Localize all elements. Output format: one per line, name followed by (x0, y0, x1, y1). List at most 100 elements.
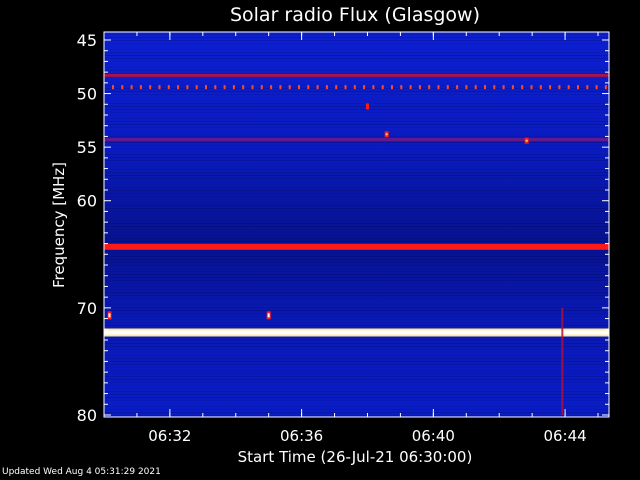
dotted-band-dot (549, 85, 552, 90)
heatmap-row-stripe (104, 394, 609, 395)
dotted-band-dot (577, 85, 579, 90)
heatmap-row-stripe (104, 379, 609, 380)
dotted-band-dot (158, 85, 161, 90)
heatmap-row-stripe (104, 298, 609, 299)
dotted-band-dot (595, 85, 598, 90)
dotted-band-dot (149, 85, 152, 90)
heatmap-row-stripe (104, 181, 609, 182)
heatmap-row-stripe (104, 118, 609, 119)
heatmap-row-stripe (104, 412, 609, 413)
heatmap-row-stripe (104, 100, 609, 101)
x-tick-label: 06:44 (543, 427, 586, 445)
dotted-band-dot (298, 85, 300, 90)
x-axis-label: Start Time (26-Jul-21 06:30:00) (238, 448, 473, 466)
y-axis: 45 50 55 60 70 80 (77, 31, 609, 425)
heatmap-row-stripe (104, 280, 609, 281)
dotted-band-dot (251, 85, 254, 90)
heatmap-row-stripe (104, 124, 609, 125)
heatmap-row-stripe (104, 58, 609, 59)
plot-area (103, 31, 610, 418)
heatmap-row-stripe (104, 142, 609, 143)
heatmap-row-stripe (104, 130, 609, 131)
dotted-band-dot (325, 85, 328, 90)
heatmap-row-stripe (104, 367, 609, 368)
updated-timestamp: Updated Wed Aug 4 05:31:29 2021 (2, 467, 161, 477)
heatmap-row-stripe (104, 151, 609, 152)
heatmap-row-stripe (104, 286, 609, 287)
heatmap-row-stripe (104, 292, 609, 293)
heatmap-row-stripe (104, 226, 609, 227)
heatmap-row-stripe (104, 61, 609, 62)
heatmap-row-stripe (104, 70, 609, 71)
dotted-band-dot (484, 85, 486, 90)
spot-core (525, 139, 528, 142)
y-tick-label: 55 (77, 138, 97, 157)
dotted-band-dot (381, 85, 384, 90)
dotted-band-dot (567, 85, 570, 90)
dotted-band-dot (260, 85, 263, 90)
heatmap-row-stripe (104, 148, 609, 149)
y-tick-label: 50 (77, 85, 97, 104)
heatmap-row-stripe (104, 409, 609, 410)
heatmap-row-stripe (104, 337, 609, 338)
heatmap-row-stripe (104, 373, 609, 374)
heatmap-row-stripe (104, 277, 609, 278)
heatmap-row-stripe (104, 352, 609, 353)
heatmap-row-stripe (104, 262, 609, 263)
y-tick-label: 80 (77, 406, 97, 425)
heatmap-row-stripe (104, 223, 609, 224)
heatmap-row-stripe (104, 154, 609, 155)
heatmap-row-stripe (104, 322, 609, 323)
x-tick-label: 06:32 (148, 427, 191, 445)
heatmap-row-stripe (104, 199, 609, 200)
dotted-band-dot (474, 85, 477, 90)
heatmap-row-stripe (104, 202, 609, 203)
heatmap-row-stripe (104, 295, 609, 296)
band-high (104, 243, 609, 250)
heatmap-row-stripe (104, 67, 609, 68)
dotted-band-dot (372, 85, 375, 90)
y-axis-label: Frequency [MHz] (50, 162, 68, 288)
heatmap-row-stripe (104, 166, 609, 167)
dotted-band-dot (428, 85, 431, 90)
heatmap-row-stripe (104, 94, 609, 95)
heatmap-row-stripe (104, 301, 609, 302)
heatmap-row-stripe (104, 382, 609, 383)
heatmap-row-stripe (104, 370, 609, 371)
heatmap-row-stripe (104, 313, 609, 314)
dotted-band-dot (335, 85, 338, 90)
dotted-band-dot (493, 85, 496, 90)
heatmap-row-stripe (104, 187, 609, 188)
dotted-band-dot (558, 85, 561, 90)
heatmap-row-stripe (104, 109, 609, 110)
spot-core (108, 313, 111, 318)
dotted-band-dot (391, 85, 393, 90)
heatmap-row-stripe (104, 403, 609, 404)
x-tick-label: 06:40 (412, 427, 455, 445)
dotted-band-dot (195, 85, 198, 90)
vertical-streak (561, 307, 564, 415)
dotted-band-dot (288, 85, 291, 90)
heatmap-row-stripe (104, 241, 609, 242)
dotted-band-dot (316, 85, 319, 90)
heatmap-row-stripe (104, 208, 609, 209)
heatmap-row-stripe (104, 364, 609, 365)
heatmap-row-stripe (104, 85, 609, 86)
heatmap-row-stripe (104, 49, 609, 50)
y-tick-label: 45 (77, 31, 97, 50)
heatmap-row-stripe (104, 178, 609, 179)
heatmap-row-stripe (104, 121, 609, 122)
heatmap-row-stripe (104, 55, 609, 56)
dotted-band-dot (604, 85, 607, 90)
heatmap-row-stripe (104, 205, 609, 206)
heatmap-row-stripe (104, 238, 609, 239)
heatmap-row-stripe (104, 193, 609, 194)
heatmap-background (104, 32, 609, 417)
dotted-band-dot (586, 85, 589, 90)
heatmap-row-stripe (104, 163, 609, 164)
heatmap-row-stripe (104, 103, 609, 104)
x-tick-label: 06:36 (280, 427, 323, 445)
x-axis: 06:32 06:36 06:40 06:44 (136, 32, 599, 445)
dotted-band-dot (214, 85, 217, 90)
y-tick-label: 60 (77, 192, 97, 211)
